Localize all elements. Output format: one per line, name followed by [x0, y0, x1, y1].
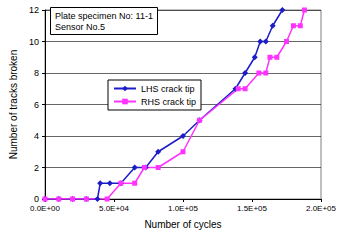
svg-text:0.0E+00: 0.0E+00 [30, 204, 61, 213]
svg-text:8: 8 [34, 68, 39, 78]
svg-text:2.0E+05: 2.0E+05 [306, 204, 337, 213]
svg-text:0: 0 [34, 194, 39, 204]
svg-text:6: 6 [34, 100, 39, 110]
svg-text:LHS crack tip: LHS crack tip [141, 84, 195, 94]
svg-text:5.0E+04: 5.0E+04 [99, 204, 130, 213]
svg-text:2: 2 [34, 163, 39, 173]
svg-text:RHS crack tip: RHS crack tip [141, 97, 196, 107]
svg-text:1.0E+05: 1.0E+05 [168, 204, 199, 213]
svg-text:Plate specimen No: 11-1: Plate specimen No: 11-1 [55, 11, 153, 21]
svg-text:Number of tracks broken: Number of tracks broken [8, 50, 19, 160]
svg-text:1.5E+05: 1.5E+05 [237, 204, 268, 213]
svg-text:10: 10 [29, 37, 39, 47]
svg-text:4: 4 [34, 131, 39, 141]
svg-text:12: 12 [29, 5, 39, 15]
svg-text:Number of cycles: Number of cycles [144, 219, 221, 230]
svg-text:Sensor No.5: Sensor No.5 [55, 22, 105, 32]
